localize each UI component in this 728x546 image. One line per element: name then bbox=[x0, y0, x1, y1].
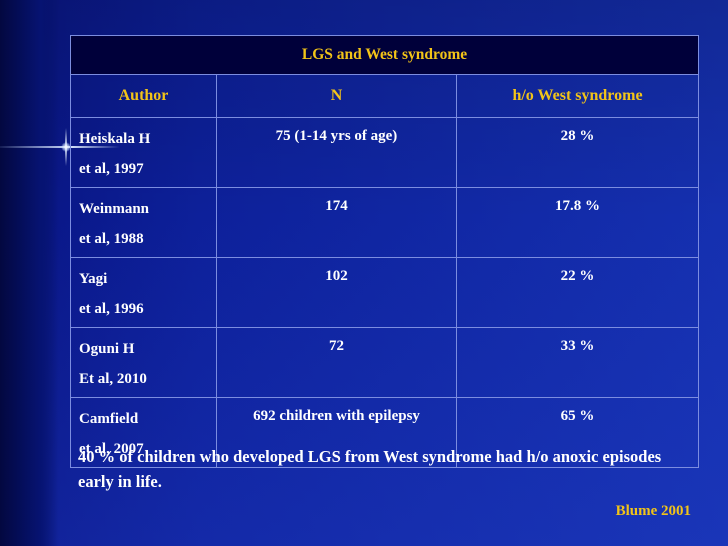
left-dark-band bbox=[0, 0, 58, 546]
author-cell: Weinmann et al, 1988 bbox=[70, 187, 217, 258]
west-cell: 17.8 % bbox=[455, 187, 700, 258]
table-header-row: Author N h/o West syndrome bbox=[70, 74, 700, 118]
n-cell: 75 (1-14 yrs of age) bbox=[216, 117, 457, 188]
author-year: et al, 1997 bbox=[79, 161, 144, 177]
n-cell: 72 bbox=[216, 327, 457, 398]
header-n: N bbox=[216, 74, 457, 118]
table-row: Camfield et al, 2007 692 children with e… bbox=[70, 397, 700, 468]
table-row: Weinmann et al, 1988 174 17.8 % bbox=[70, 187, 700, 258]
sparkle-star-icon bbox=[61, 142, 71, 152]
west-cell: 28 % bbox=[455, 117, 700, 188]
header-west-syndrome: h/o West syndrome bbox=[455, 74, 700, 118]
west-cell: 65 % bbox=[455, 397, 700, 468]
author-cell: Camfield et al, 2007 bbox=[70, 397, 217, 468]
lgs-west-syndrome-table: LGS and West syndrome Author N h/o West … bbox=[69, 35, 700, 468]
author-name: Oguni H bbox=[79, 341, 135, 357]
west-cell: 22 % bbox=[455, 257, 700, 328]
n-cell: 102 bbox=[216, 257, 457, 328]
author-year: et al, 1988 bbox=[79, 231, 144, 247]
author-year: et al, 2007 bbox=[79, 441, 144, 457]
table-row: Heiskala H et al, 1997 75 (1-14 yrs of a… bbox=[70, 117, 700, 188]
table-title-row: LGS and West syndrome bbox=[69, 35, 700, 75]
reference-citation: Blume 2001 bbox=[615, 503, 691, 519]
author-cell: Heiskala H et al, 1997 bbox=[70, 117, 217, 188]
table-row: Oguni H Et al, 2010 72 33 % bbox=[70, 327, 700, 398]
author-year: et al, 1996 bbox=[79, 301, 144, 317]
author-name: Camfield bbox=[79, 411, 139, 427]
author-cell: Yagi et al, 1996 bbox=[70, 257, 217, 328]
summary-note: 40 % of children who developed LGS from … bbox=[78, 447, 662, 491]
table-row: Yagi et al, 1996 102 22 % bbox=[70, 257, 700, 328]
table-title: LGS and West syndrome bbox=[69, 35, 700, 75]
author-name: Weinmann bbox=[79, 201, 150, 217]
author-name: Yagi bbox=[79, 271, 108, 287]
author-name: Heiskala H bbox=[79, 131, 151, 147]
n-cell: 174 bbox=[216, 187, 457, 258]
n-cell: 692 children with epilepsy bbox=[216, 397, 457, 468]
author-year: Et al, 2010 bbox=[79, 371, 147, 387]
header-author: Author bbox=[70, 74, 217, 118]
author-cell: Oguni H Et al, 2010 bbox=[70, 327, 217, 398]
west-cell: 33 % bbox=[455, 327, 700, 398]
sparkle-line-decoration bbox=[0, 146, 120, 148]
